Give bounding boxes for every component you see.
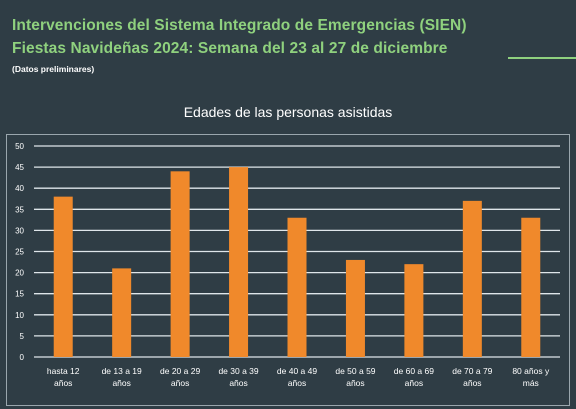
y-tick-label: 15 (15, 290, 24, 299)
bar (521, 217, 541, 357)
x-tick-label: años (463, 378, 481, 388)
bar (229, 167, 249, 357)
report-title: Intervenciones del Sistema Integrado de … (12, 17, 467, 34)
y-tick-label: 30 (15, 226, 24, 235)
x-tick-label: de 70 a 79 (452, 366, 492, 376)
bar (170, 171, 190, 357)
x-tick-label: de 60 a 69 (394, 366, 434, 376)
y-tick-label: 50 (15, 142, 24, 151)
y-tick-label: 45 (15, 163, 24, 172)
y-tick-label: 0 (20, 353, 25, 362)
header: Intervenciones del Sistema Integrado de … (12, 14, 572, 74)
bar (462, 200, 482, 357)
bar (345, 259, 365, 357)
x-tick-label: 80 años y (512, 366, 550, 376)
chart-frame (6, 134, 570, 406)
x-tick-label: años (54, 378, 72, 388)
x-tick-label: años (288, 378, 306, 388)
x-tick-label: más (523, 378, 539, 388)
bar (53, 196, 73, 357)
accent-rule (508, 57, 576, 59)
x-tick-label: hasta 12 (47, 366, 80, 376)
x-tick-label: años (229, 378, 247, 388)
x-tick-label: años (346, 378, 364, 388)
y-tick-label: 20 (15, 269, 24, 278)
bar (404, 264, 424, 357)
y-tick-label: 35 (15, 205, 24, 214)
y-tick-label: 25 (15, 248, 24, 257)
y-tick-label: 10 (15, 311, 24, 320)
preliminary-note: (Datos preliminares) (12, 64, 95, 74)
bar (112, 268, 132, 357)
chart-title: Edades de las personas asistidas (183, 104, 393, 120)
x-tick-label: años (112, 378, 130, 388)
x-tick-label: de 40 a 49 (277, 366, 317, 376)
y-tick-label: 40 (15, 184, 24, 193)
x-tick-label: años (405, 378, 423, 388)
x-tick-label: años (171, 378, 189, 388)
x-tick-label: de 30 a 39 (218, 366, 258, 376)
x-tick-label: de 20 a 29 (160, 366, 200, 376)
x-tick-label: de 13 a 19 (102, 366, 142, 376)
report-subtitle: Fiestas Navideñas 2024: Semana del 23 al… (12, 40, 448, 57)
x-tick-label: de 50 a 59 (335, 366, 375, 376)
bar (287, 217, 307, 357)
y-tick-label: 5 (20, 332, 25, 341)
